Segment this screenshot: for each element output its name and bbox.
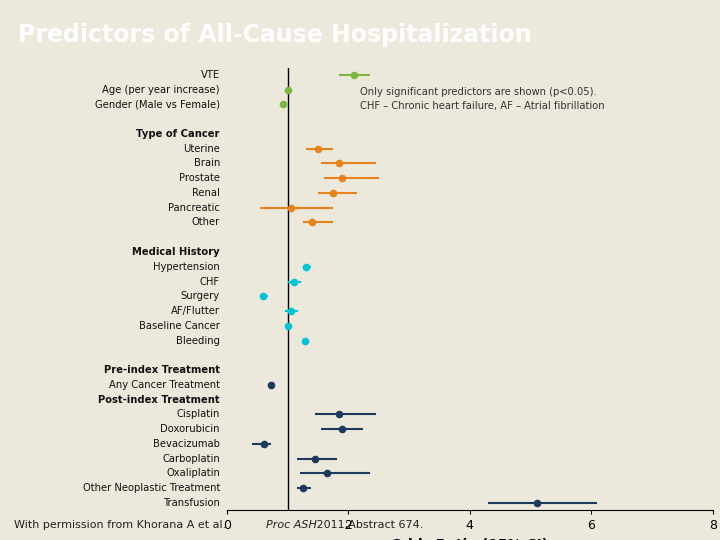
Text: With permission from Khorana A et al.: With permission from Khorana A et al. (14, 520, 230, 530)
Text: Medical History: Medical History (132, 247, 220, 257)
Text: Hypertension: Hypertension (153, 262, 220, 272)
Text: Type of Cancer: Type of Cancer (137, 129, 220, 139)
Text: Only significant predictors are shown (p<0.05).
CHF – Chronic heart failure, AF : Only significant predictors are shown (p… (361, 87, 605, 111)
Text: Age (per year increase): Age (per year increase) (102, 85, 220, 94)
Text: Other Neoplastic Treatment: Other Neoplastic Treatment (83, 483, 220, 493)
Text: AF/Flutter: AF/Flutter (171, 306, 220, 316)
Text: Doxorubicin: Doxorubicin (161, 424, 220, 434)
Text: Uterine: Uterine (183, 144, 220, 154)
Text: Oxaliplatin: Oxaliplatin (166, 468, 220, 478)
Text: Prostate: Prostate (179, 173, 220, 183)
X-axis label: Odds Ratio (95% CI): Odds Ratio (95% CI) (391, 538, 549, 540)
Text: Renal: Renal (192, 188, 220, 198)
Text: Transfusion: Transfusion (163, 498, 220, 508)
Text: Pre-index Treatment: Pre-index Treatment (104, 365, 220, 375)
Text: Baseline Cancer: Baseline Cancer (139, 321, 220, 331)
Text: Cisplatin: Cisplatin (176, 409, 220, 420)
Text: Gender (Male vs Female): Gender (Male vs Female) (95, 99, 220, 110)
Text: Pancreatic: Pancreatic (168, 202, 220, 213)
Text: Bevacizumab: Bevacizumab (153, 439, 220, 449)
Text: Post-index Treatment: Post-index Treatment (99, 395, 220, 404)
Text: Carboplatin: Carboplatin (162, 454, 220, 464)
Text: Proc ASH: Proc ASH (266, 520, 318, 530)
Text: Any Cancer Treatment: Any Cancer Treatment (109, 380, 220, 390)
Text: Bleeding: Bleeding (176, 335, 220, 346)
Text: Other: Other (192, 218, 220, 227)
Text: CHF: CHF (200, 276, 220, 287)
Text: 2011;Abstract 674.: 2011;Abstract 674. (313, 520, 423, 530)
Text: VTE: VTE (201, 70, 220, 80)
Text: Brain: Brain (194, 158, 220, 168)
Text: Predictors of All-Cause Hospitalization: Predictors of All-Cause Hospitalization (18, 23, 531, 47)
Text: Surgery: Surgery (181, 291, 220, 301)
